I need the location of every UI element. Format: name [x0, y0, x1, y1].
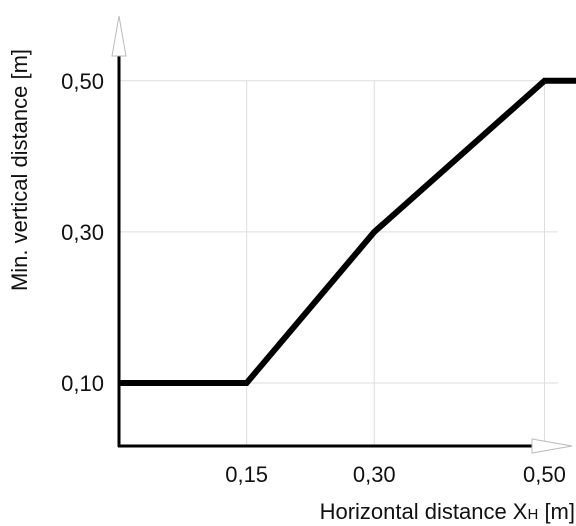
x-tick-label: 0,50 — [523, 462, 566, 487]
x-axis-arrow-icon — [531, 438, 573, 454]
y-tick-label: 0,10 — [61, 371, 104, 396]
x-axis-label-unit: [m] — [538, 499, 575, 524]
x-tick-label: 0,15 — [225, 462, 268, 487]
y-axis-label: Min. vertical distance [m] — [7, 49, 32, 291]
y-tick-label: 0,50 — [61, 69, 104, 94]
x-axis-label: Horizontal distance XH [m] — [320, 499, 575, 524]
y-tick-label: 0,30 — [61, 220, 104, 245]
tick-labels: 0,15 0,30 0,50 0,10 0,30 0,50 — [61, 69, 566, 487]
grid-lines — [119, 80, 558, 446]
y-axis-arrow-icon — [111, 15, 127, 57]
x-axis-label-subscript: H — [527, 506, 538, 523]
axes — [111, 15, 573, 454]
x-axis-label-main: Horizontal distance X — [320, 499, 528, 524]
series — [118, 77, 576, 386]
x-tick-label: 0,30 — [353, 462, 396, 487]
